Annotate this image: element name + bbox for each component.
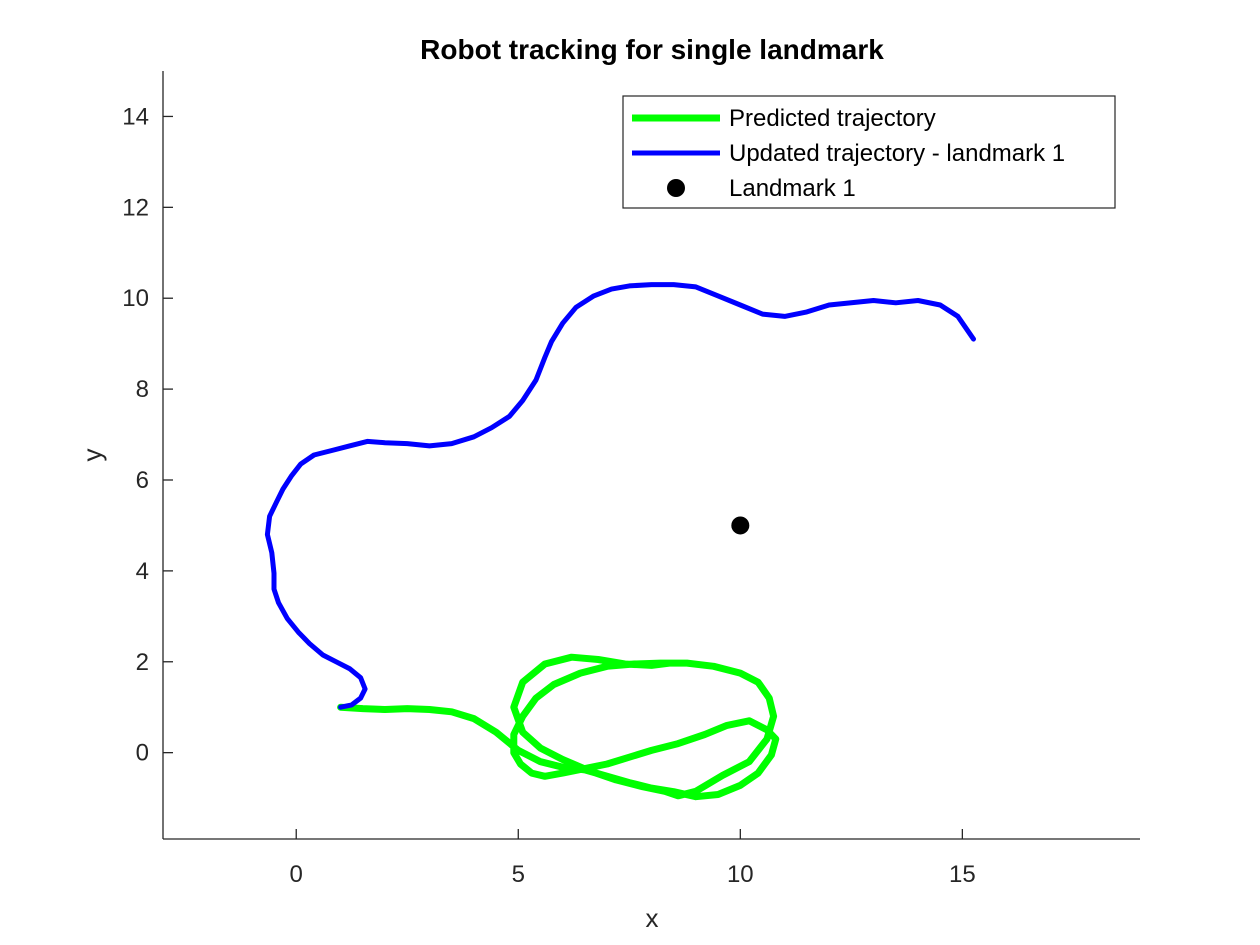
y-tick-label: 10 bbox=[122, 285, 149, 312]
x-tick-label: 5 bbox=[512, 861, 525, 888]
series-line-updated-trajectory-landmark-1 bbox=[264, 282, 976, 710]
legend-label-updated-trajectory-landmark-1: Updated trajectory - landmark 1 bbox=[729, 140, 1065, 167]
y-axis-label: y bbox=[77, 449, 107, 462]
series-line-predicted-trajectory bbox=[337, 653, 780, 801]
y-tick-label: 4 bbox=[136, 558, 149, 585]
axes: 0 5 10 15 0 2 4 6 8 10 12 14 bbox=[122, 71, 1140, 888]
y-tick-label: 12 bbox=[122, 194, 149, 221]
x-tick-label: 0 bbox=[290, 861, 303, 888]
legend-label-landmark-1: Landmark 1 bbox=[729, 175, 856, 202]
y-tick-label: 6 bbox=[136, 467, 149, 494]
x-tick-label: 15 bbox=[949, 861, 976, 888]
legend-label-predicted-trajectory: Predicted trajectory bbox=[729, 105, 936, 132]
chart-title: Robot tracking for single landmark bbox=[420, 34, 884, 65]
x-tick-label: 10 bbox=[727, 861, 754, 888]
x-axis-label: x bbox=[646, 903, 659, 933]
y-tick-label: 14 bbox=[122, 103, 149, 130]
y-tick-label: 2 bbox=[136, 649, 149, 676]
legend: Predicted trajectory Updated trajectory -… bbox=[622, 95, 1116, 209]
plot-area bbox=[264, 282, 976, 801]
legend-marker-landmark-1 bbox=[667, 179, 685, 197]
point-landmark-1 bbox=[731, 516, 750, 535]
y-tick-label: 0 bbox=[136, 740, 149, 767]
y-tick-label: 8 bbox=[136, 376, 149, 403]
